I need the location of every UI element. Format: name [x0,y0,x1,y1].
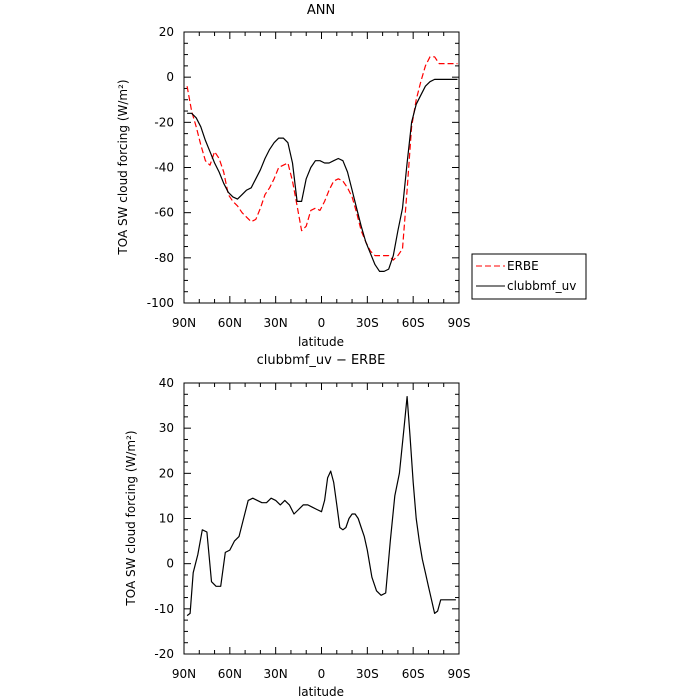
bottom-x-tick-label: 60N [218,667,242,681]
bottom-x-tick-label: 30N [264,667,288,681]
top-chart: ANN -100 -80 -60 -40 -20 0 20 90N 60N 30N 0 30S 60S 9… [116,3,587,349]
bottom-x-tick-label: 60S [402,667,425,681]
bottom-plot-frame [183,382,460,655]
bottom-y-tick-label: 40 [159,376,174,390]
top-y-tick-label: -60 [154,206,174,220]
bottom-chart: clubbmf_uv − ERBE -20 -10 0 10 20 30 40 90N 60N 3… [124,353,470,699]
bottom-x-tick-label: 30S [356,667,379,681]
top-y-tick-label: -40 [154,161,174,175]
top-plot-frame [183,31,460,304]
legend: ERBE clubbmf_uv [471,253,587,300]
top-y-tick-label: 20 [159,25,174,39]
legend-label-erbe: ERBE [507,259,539,273]
top-x-tick-label: 90S [448,316,471,330]
top-x-tick-label: 30N [264,316,288,330]
top-y-axis-title: TOA SW cloud forcing (W/m²) [116,79,130,255]
bottom-y-tick-label: 20 [159,466,174,480]
top-series-line-1 [187,78,458,272]
bottom-y-tick-label: 30 [159,421,174,435]
bottom-plot-area: -20 -10 0 10 20 30 40 90N 60N 30N 0 30S 60S 90S [154,376,470,681]
bottom-x-tick-label: 90N [172,667,196,681]
top-x-tick-label: 90N [172,316,196,330]
top-x-tick-label: 60N [218,316,242,330]
bottom-y-tick-label: -20 [154,647,174,661]
top-y-tick-label: 0 [166,70,174,84]
top-x-tick-label: 0 [318,316,326,330]
bottom-x-tick-label: 90S [448,667,471,681]
top-series-line-0 [186,56,458,261]
top-plot-area: -100 -80 -60 -40 -20 0 20 90N 60N 30N 0 30S 60S 90S [147,25,471,330]
legend-label-clubbmf: clubbmf_uv [507,279,576,293]
top-chart-title: ANN [307,3,335,18]
bottom-series-line-0 [186,396,456,617]
top-y-tick-label: -20 [154,115,174,129]
top-y-tick-label: -80 [154,251,174,265]
bottom-x-tick-label: 0 [318,667,326,681]
legend-box [471,253,587,300]
bottom-y-tick-label: -10 [154,602,174,616]
bottom-y-axis-title: TOA SW cloud forcing (W/m²) [124,430,138,606]
top-x-axis-title: latitude [298,335,344,349]
bottom-y-tick-label: 0 [166,557,174,571]
top-x-tick-label: 60S [402,316,425,330]
top-y-tick-label: -100 [147,296,174,310]
bottom-chart-title: clubbmf_uv − ERBE [257,353,386,368]
top-x-tick-label: 30S [356,316,379,330]
bottom-y-tick-label: 10 [159,512,174,526]
bottom-x-axis-title: latitude [298,685,344,699]
